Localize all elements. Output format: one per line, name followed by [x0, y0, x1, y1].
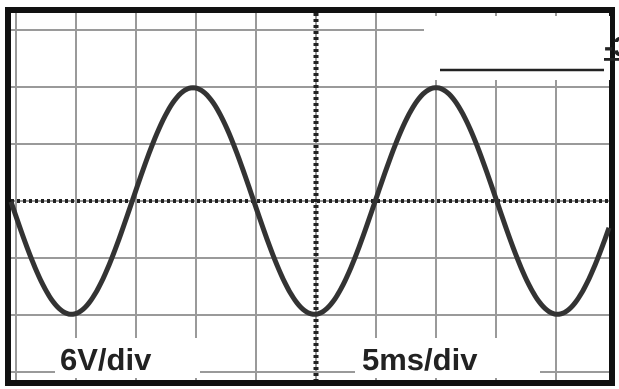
time-base-label: 5ms/div	[362, 342, 478, 377]
time-label-box	[355, 338, 540, 378]
document-label: الوثيقة-3-	[604, 31, 619, 64]
center-axes	[11, 13, 609, 380]
sine-trace	[8, 85, 612, 317]
volt-label-box	[55, 338, 200, 378]
vertical-sensitivity-label: 6V/div	[60, 342, 152, 377]
